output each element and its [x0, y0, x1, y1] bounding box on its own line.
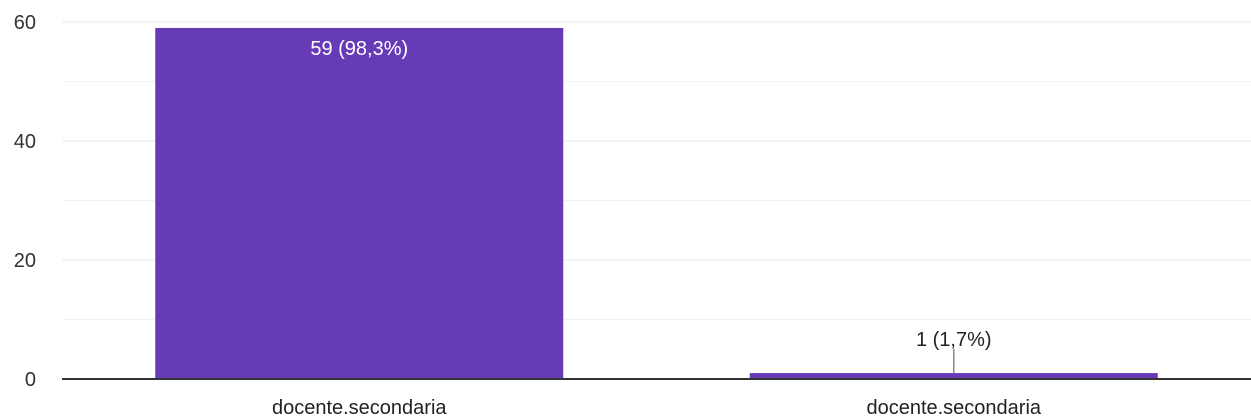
bar: [749, 373, 1158, 379]
y-tick-label: 60: [14, 12, 36, 34]
y-tick-label: 0: [25, 369, 36, 391]
data-label: 59 (98,3%): [310, 38, 408, 60]
x-category-label: docente.secondaria: [272, 397, 447, 419]
y-tick-label: 20: [14, 250, 36, 272]
y-tick-label: 40: [14, 131, 36, 153]
bar: [155, 27, 564, 379]
x-category-label: docente.secondaria: [866, 397, 1041, 419]
data-label: 1 (1,7%): [916, 329, 992, 351]
